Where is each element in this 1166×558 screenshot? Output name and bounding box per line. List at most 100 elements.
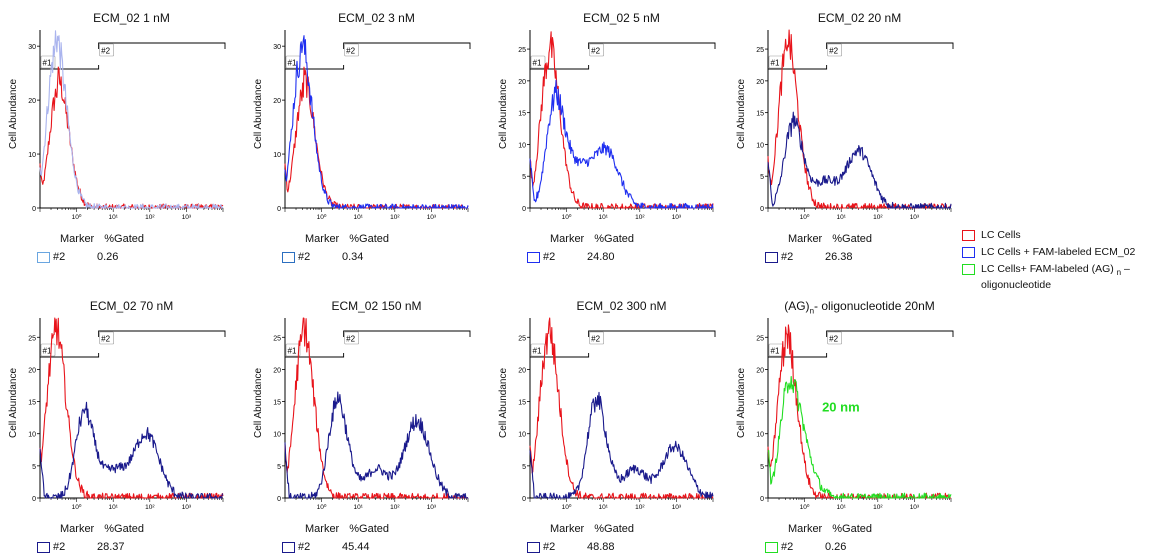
marker-header-label: Marker: [305, 523, 340, 535]
chart-title-part: (AG): [784, 299, 810, 313]
x-tick-label: 10¹: [108, 214, 118, 221]
marker-header: Marker %Gated: [788, 523, 872, 535]
gated-header-label: %Gated: [832, 523, 872, 535]
marker-header: Marker %Gated: [60, 233, 144, 245]
gate-2-label-box: [589, 331, 604, 345]
legend-item-ag-oligo: LC Cells+ FAM-labeled (AG) n – oligonucl…: [962, 263, 1135, 292]
marker-gated-value: 28.37: [97, 541, 125, 553]
y-tick-label: 5: [760, 464, 764, 471]
gated-header-label: %Gated: [594, 523, 634, 535]
gate-1-label: #1: [771, 347, 780, 356]
gate-2-label-box: [827, 331, 842, 345]
legend-label-part: –: [1121, 263, 1130, 275]
x-tick-label: 10¹: [598, 214, 608, 221]
legend-swatch-blue: [962, 247, 975, 258]
x-tick-label: 10⁰: [72, 503, 82, 511]
gate-1-label: #1: [288, 347, 297, 356]
gate-1-label: #1: [533, 59, 542, 68]
marker-gated-value: 24.80: [587, 251, 615, 263]
x-tick-label: 10⁰: [317, 503, 327, 511]
gate-2-bar: [98, 42, 226, 49]
marker-row: #2 26.38: [765, 251, 853, 263]
y-tick-label: 5: [522, 174, 526, 181]
chart-title-part: - oligonucleotide 20nM: [814, 299, 935, 313]
y-tick-label: 0: [760, 206, 764, 213]
gate-1-bar: [39, 65, 100, 70]
x-tick-label: 10¹: [353, 504, 363, 511]
gated-header-label: %Gated: [594, 233, 634, 245]
y-tick-label: 25: [756, 335, 764, 342]
x-tick-label: 10⁰: [72, 213, 82, 221]
y-tick-label: 15: [518, 111, 526, 118]
y-tick-label: 10: [756, 142, 764, 149]
chart-title: ECM_02 20 nM: [817, 11, 902, 25]
gated-header-label: %Gated: [349, 233, 389, 245]
gate-2-label-box: [99, 331, 114, 345]
gate-1-label-box: [285, 343, 301, 357]
gate-1-bar: [529, 353, 590, 358]
y-tick-label: 20: [518, 79, 526, 86]
marker-color-swatch: [527, 541, 540, 553]
series-line: [284, 391, 469, 499]
x-tick-label: 10⁰: [800, 213, 810, 221]
gated-header-label: %Gated: [832, 233, 872, 245]
y-tick-label: 25: [756, 47, 764, 54]
marker-color-swatch: [527, 251, 540, 263]
y-tick-label: 0: [760, 496, 764, 503]
chart-title-sub: n: [809, 306, 815, 316]
y-tick-label: 30: [273, 44, 281, 51]
marker-header-label: Marker: [305, 233, 340, 245]
x-tick-label: 10³: [910, 504, 920, 511]
y-tick-label: 0: [522, 206, 526, 213]
series-line: [39, 30, 224, 209]
marker-gated-value: 0.26: [825, 541, 847, 553]
legend-item-ecm02: LC Cells + FAM-labeled ECM_02: [962, 246, 1135, 259]
y-tick-label: 25: [518, 47, 526, 54]
gate-1-bar: [39, 353, 100, 358]
marker-color-swatch: [282, 251, 295, 263]
marker-header: Marker %Gated: [305, 523, 389, 535]
series-line: [39, 401, 224, 499]
legend-item-lc-cells: LC Cells: [962, 229, 1135, 242]
series-line: [529, 391, 714, 499]
gate-2-bar: [588, 42, 716, 49]
y-tick-label: 10: [273, 432, 281, 439]
series-line: [284, 35, 469, 209]
marker-gated-value: 0.34: [342, 251, 364, 263]
y-tick-label: 15: [28, 400, 36, 407]
x-tick-label: 10¹: [353, 214, 363, 221]
marker-color-swatch: [37, 251, 50, 263]
x-tick-label: 10³: [182, 504, 192, 511]
gate-2-bar: [588, 330, 716, 337]
marker-header-label: Marker: [788, 523, 823, 535]
marker-row: #2 24.80: [527, 251, 615, 263]
marker-header-label: Marker: [550, 233, 585, 245]
marker-id: #2: [543, 251, 556, 263]
x-tick-label: 10³: [427, 214, 437, 221]
x-tick-label: 10¹: [836, 504, 846, 511]
y-tick-label: 0: [32, 496, 36, 503]
y-tick-label: 15: [518, 400, 526, 407]
gate-2-label: #2: [101, 47, 110, 56]
x-tick-label: 10⁰: [562, 503, 572, 511]
chart-title: ECM_02 5 nM: [583, 11, 660, 25]
y-tick-label: 15: [756, 111, 764, 118]
y-tick-label: 10: [28, 152, 36, 159]
x-tick-label: 10²: [145, 504, 155, 511]
y-tick-label: 0: [32, 206, 36, 213]
y-tick-label: 10: [518, 142, 526, 149]
y-tick-label: 25: [28, 335, 36, 342]
marker-gated-value: 0.26: [97, 251, 119, 263]
x-tick-label: 10¹: [108, 504, 118, 511]
legend: LC Cells LC Cells + FAM-labeled ECM_02 L…: [962, 229, 1135, 296]
gate-2-label-box: [344, 331, 359, 345]
marker-header: Marker %Gated: [550, 523, 634, 535]
marker-header: Marker %Gated: [60, 523, 144, 535]
gate-1-bar: [767, 353, 828, 358]
marker-header-label: Marker: [60, 523, 95, 535]
